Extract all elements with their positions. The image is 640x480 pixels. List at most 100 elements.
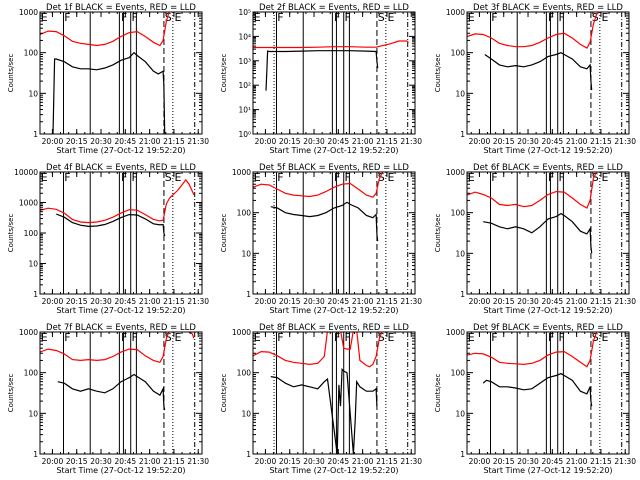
series-events-line <box>270 368 378 454</box>
y-tick-label: 1000 <box>446 168 465 177</box>
x-axis-label: Start Time (27-Oct-12 19:52:20) <box>56 306 185 315</box>
y-tick-label: 10⁴ <box>238 32 251 41</box>
marker-label: F <box>345 11 351 24</box>
series-events-line <box>484 52 593 91</box>
x-axis-label: Start Time (27-Oct-12 19:52:20) <box>56 466 185 475</box>
x-tick-label: 20:15 <box>279 137 301 146</box>
marker-label: E <box>174 331 181 344</box>
x-tick-label: 20:30 <box>303 457 325 466</box>
plot-frame <box>252 171 416 295</box>
x-tick-label: 21:30 <box>187 457 209 466</box>
x-tick-label: 21:00 <box>352 457 374 466</box>
y-tick-label: 10 <box>28 89 38 98</box>
marker-label: E <box>601 331 608 344</box>
y-tick-label: 10 <box>455 89 465 98</box>
x-tick-label: 20:30 <box>303 297 325 306</box>
series-events-line <box>52 51 166 134</box>
panel-title: Det 1f BLACK = Events, RED = LLD <box>46 3 196 13</box>
y-tick-label: 10¹ <box>238 106 251 115</box>
marker-label: F <box>491 171 497 184</box>
x-tick-label: 21:00 <box>352 137 374 146</box>
x-axis-label: Start Time (27-Oct-12 19:52:20) <box>269 466 398 475</box>
marker-label: F <box>121 171 127 184</box>
plot-frame <box>466 171 630 295</box>
marker-label: E <box>254 11 261 24</box>
x-tick-label: 20:15 <box>279 457 301 466</box>
marker-label: E <box>601 171 608 184</box>
y-tick-label: 1 <box>460 290 465 299</box>
x-tick-label: 20:30 <box>90 297 112 306</box>
marker-lines <box>62 12 196 134</box>
plot-frame <box>39 11 203 135</box>
plot-frame <box>39 331 203 455</box>
y-axis-label: Counts/sec <box>220 374 228 413</box>
x-tick-label: 20:00 <box>469 457 491 466</box>
series-lld-line <box>467 332 598 368</box>
x-axis-label: Start Time (27-Oct-12 19:52:20) <box>56 146 185 155</box>
series-events-line <box>482 372 593 407</box>
x-tick-label: 20:00 <box>255 457 277 466</box>
y-tick-label: 1000 <box>19 199 38 208</box>
marker-label: E <box>387 11 394 24</box>
y-axis-label: Counts/sec <box>220 54 228 93</box>
x-tick-label: 20:45 <box>542 297 564 306</box>
x-tick-label: 20:30 <box>90 137 112 146</box>
x-tick-label: 20:45 <box>328 297 350 306</box>
x-tick-label: 20:45 <box>328 137 350 146</box>
x-tick-label: 21:30 <box>614 297 636 306</box>
marker-label: E <box>174 11 181 24</box>
x-tick-label: 21:15 <box>163 297 185 306</box>
y-tick-label: 10000 <box>14 168 38 177</box>
marker-label: S <box>165 171 172 184</box>
x-tick-label: 21:15 <box>376 457 398 466</box>
y-tick-label: 100 <box>237 209 252 218</box>
marker-label: S <box>592 171 599 184</box>
x-tick-label: 21:15 <box>590 137 612 146</box>
panel-title: Det 7f BLACK = Events, RED = LLD <box>46 323 196 333</box>
y-tick-label: 10⁵ <box>238 8 251 17</box>
series-events-line <box>265 50 379 91</box>
y-tick-label: 100 <box>451 49 466 58</box>
marker-label: E <box>254 171 261 184</box>
series-events-line <box>55 213 166 237</box>
marker-label: E <box>41 331 48 344</box>
marker-label: E <box>387 171 394 184</box>
y-tick-label: 1 <box>246 290 251 299</box>
marker-label: S <box>378 171 385 184</box>
x-tick-label: 20:45 <box>115 457 137 466</box>
marker-lines <box>62 332 196 454</box>
marker-label: F <box>559 11 565 24</box>
x-tick-label: 20:15 <box>493 457 515 466</box>
y-axis-label: Counts/sec <box>7 54 15 93</box>
panel-title: Det 8f BLACK = Events, RED = LLD <box>259 323 409 333</box>
marker-lines <box>273 12 409 134</box>
x-tick-label: 20:00 <box>255 297 277 306</box>
x-tick-label: 20:00 <box>469 137 491 146</box>
y-tick-label: 1 <box>460 450 465 459</box>
x-tick-label: 20:00 <box>255 137 277 146</box>
marker-label: S <box>378 11 385 24</box>
marker-label: F <box>548 331 554 344</box>
x-tick-label: 20:45 <box>328 457 350 466</box>
x-tick-label: 21:30 <box>400 457 422 466</box>
y-tick-label: 1 <box>33 130 38 139</box>
y-tick-label: 100 <box>237 369 252 378</box>
y-tick-label: 10⁰ <box>238 130 251 139</box>
x-axis-label: Start Time (27-Oct-12 19:52:20) <box>269 146 398 155</box>
x-tick-label: 20:30 <box>303 137 325 146</box>
marker-lines <box>489 172 623 294</box>
marker-label: E <box>41 171 48 184</box>
series-lld-line <box>40 332 195 364</box>
marker-label: E <box>601 11 608 24</box>
series-events-line <box>57 373 166 411</box>
plot-frame <box>252 331 416 455</box>
x-axis-label: Start Time (27-Oct-12 19:52:20) <box>483 146 612 155</box>
marker-label: E <box>468 171 475 184</box>
marker-label: F <box>345 171 351 184</box>
x-tick-label: 21:15 <box>163 457 185 466</box>
